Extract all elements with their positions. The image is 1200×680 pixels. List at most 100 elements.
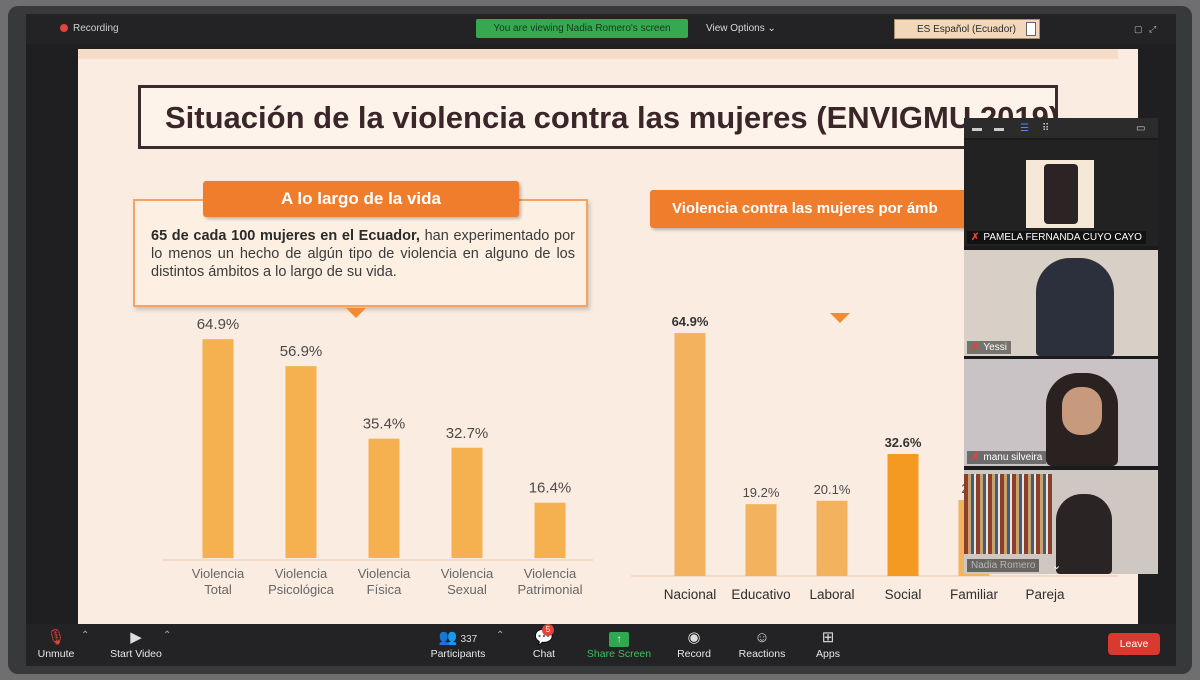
left-bar-3 — [368, 438, 400, 558]
left-value-label-4: 32.7% — [446, 425, 489, 442]
strip-view-icon[interactable]: ☰ — [1020, 123, 1029, 134]
left-value-label-3: 35.4% — [363, 416, 406, 433]
slide-top-band — [78, 49, 1118, 59]
left-category-label-3: Violencia — [358, 566, 411, 581]
participant-video — [1036, 258, 1114, 356]
reactions-button[interactable]: ☺ Reactions — [736, 628, 788, 660]
lifetime-violence-chart: 64.9%ViolenciaTotal56.9%ViolenciaPsicoló… — [192, 316, 583, 597]
minimize-icon[interactable]: ▬ — [972, 123, 982, 134]
right-value-label-3: 20.1% — [814, 482, 851, 497]
left-bar-1 — [202, 339, 234, 558]
mic-muted-icon: ✗ — [971, 232, 980, 243]
lifetime-section-heading: A lo largo de la vida — [203, 181, 519, 217]
left-category-label-2: Psicológica — [268, 582, 335, 597]
right-bar-2 — [745, 504, 777, 576]
left-bar-2 — [285, 366, 317, 558]
right-pointer-triangle — [830, 313, 850, 323]
zoom-window: Recording You are viewing Nadia Romero's… — [26, 14, 1176, 666]
lifetime-description-box: 65 de cada 100 mujeres en el Ecuador, ha… — [133, 199, 588, 307]
slide-title: Situación de la violencia contra las muj… — [165, 100, 1060, 135]
mic-muted-icon: ✗ — [971, 342, 980, 353]
chevron-up-icon[interactable]: ⌃ — [163, 630, 172, 641]
left-pointer-triangle — [346, 308, 366, 318]
left-category-label-4: Sexual — [447, 582, 487, 597]
right-value-label-4: 32.6% — [885, 435, 922, 450]
unmute-button[interactable]: 🎙 Unmute — [37, 629, 75, 660]
participant-photo — [1044, 164, 1078, 224]
right-category-label-6: Pareja — [1025, 587, 1065, 602]
view-options-button[interactable]: View Options ⌄ — [706, 23, 776, 34]
chat-badge: 5 — [542, 624, 554, 636]
share-screen-icon: ↑ — [609, 632, 629, 647]
language-select[interactable]: ES Español (Ecuador) — [894, 19, 1040, 39]
mic-muted-icon: ✗ — [971, 452, 980, 463]
shared-slide: Situación de la violencia contra las muj… — [78, 49, 1138, 624]
video-off-icon: ▶ — [130, 629, 142, 646]
participant-name: ✗ PAMELA FERNANDA CUYO CAYO — [967, 231, 1146, 244]
recording-indicator[interactable]: Recording — [60, 23, 119, 34]
start-video-button[interactable]: ▶ Start Video — [108, 628, 164, 660]
record-dot-icon — [60, 24, 68, 32]
right-value-label-2: 19.2% — [743, 485, 780, 500]
right-bar-3 — [816, 500, 848, 576]
by-sphere-section-heading: Violencia contra las mujeres por ámb — [650, 190, 985, 228]
chat-button[interactable]: 💬 5 Chat — [528, 624, 560, 660]
bookshelf-background — [964, 474, 1052, 554]
left-value-label-5: 16.4% — [529, 480, 572, 497]
participant-face — [1062, 387, 1102, 435]
participant-tile[interactable]: ✗ manu silveira — [964, 359, 1158, 466]
participants-button[interactable]: 👥 337 Participants — [430, 629, 486, 660]
left-category-label-4: Violencia — [441, 566, 494, 581]
participant-tile[interactable]: ✗ Yessi — [964, 250, 1158, 356]
left-bar-4 — [451, 447, 483, 558]
left-category-label-5: Patrimonial — [517, 582, 582, 597]
viewing-screen-banner: You are viewing Nadia Romero's screen — [476, 19, 688, 38]
left-bar-5 — [534, 502, 566, 558]
lifetime-description: 65 de cada 100 mujeres en el Ecuador, ha… — [151, 228, 576, 280]
left-value-label-1: 64.9% — [197, 316, 240, 333]
chevron-down-icon: ⌄ — [767, 23, 776, 34]
right-value-label-1: 64.9% — [672, 314, 709, 329]
right-category-label-2: Educativo — [731, 587, 790, 602]
apps-button[interactable]: ⊞ Apps — [812, 628, 844, 660]
left-value-label-2: 56.9% — [280, 343, 323, 360]
left-category-label-3: Física — [367, 582, 402, 597]
chevron-down-icon[interactable]: ⌄ — [1052, 560, 1062, 572]
gallery-toolbar: ▬ ▬ ☰ ⠿ ▭ — [964, 118, 1158, 138]
participant-tile[interactable]: Nadia Romero ⌄ — [964, 470, 1158, 574]
right-bar-1 — [674, 333, 706, 576]
record-icon: ◉ — [687, 629, 701, 646]
video-gallery: ▬ ▬ ☰ ⠿ ▭ ✗ PAMELA FERNANDA CUYO CAYO ✗ Ye… — [964, 118, 1158, 574]
right-category-label-4: Social — [885, 587, 922, 602]
left-category-label-5: Violencia — [524, 566, 577, 581]
right-category-label-1: Nacional — [664, 587, 717, 602]
participant-name: ✗ manu silveira — [967, 451, 1047, 464]
meeting-top-bar: Recording You are viewing Nadia Romero's… — [26, 14, 1176, 44]
right-bar-4 — [887, 453, 919, 576]
mic-muted-icon: 🎙 — [46, 629, 66, 646]
right-category-label-5: Familiar — [950, 587, 999, 602]
window-controls[interactable]: ▢ ⤢ — [1134, 24, 1159, 34]
left-category-label-1: Total — [204, 582, 232, 597]
record-button[interactable]: ◉ Record — [674, 628, 714, 660]
participants-count: 337 — [460, 634, 478, 645]
participant-name: ✗ Yessi — [967, 341, 1011, 354]
fullscreen-icon[interactable]: ▭ — [1136, 123, 1146, 134]
apps-icon: ⊞ — [821, 629, 835, 646]
slide-title-box: Situación de la violencia contra las muj… — [138, 85, 1060, 149]
speaker-view-icon[interactable]: ▬ — [994, 123, 1004, 134]
participant-tile[interactable]: ✗ PAMELA FERNANDA CUYO CAYO — [964, 140, 1158, 246]
left-category-label-2: Violencia — [275, 566, 328, 581]
chevron-up-icon[interactable]: ⌃ — [496, 630, 505, 641]
smile-icon: ☺ — [754, 629, 770, 646]
grid-view-icon[interactable]: ⠿ — [1042, 123, 1050, 134]
meeting-controls: 🎙 Unmute ⌃ ▶ Start Video ⌃ 👥 337 Particip… — [26, 624, 1176, 666]
participant-name: Nadia Romero — [967, 559, 1040, 572]
left-category-label-1: Violencia — [192, 566, 245, 581]
participant-video — [1056, 494, 1112, 574]
leave-button[interactable]: Leave — [1108, 633, 1160, 655]
chevron-down-icon — [1026, 22, 1036, 36]
chevron-up-icon[interactable]: ⌃ — [81, 630, 90, 641]
right-category-label-3: Laboral — [809, 587, 854, 602]
share-screen-button[interactable]: ↑ Share Screen — [586, 632, 652, 660]
